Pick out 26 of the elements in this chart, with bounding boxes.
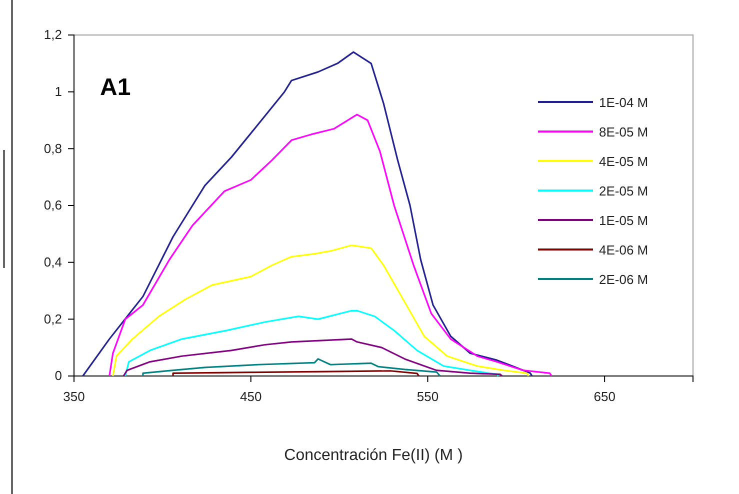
line-series [112,244,530,377]
y-tick-label: 0,4 [44,254,62,270]
y-tick-label: 1 [54,84,62,99]
x-tick-label: 550 [416,389,439,404]
line-series [82,51,533,377]
line-series [122,338,503,377]
x-tick-label: 350 [63,389,85,404]
x-tick-label: 650 [594,389,616,404]
y-tick-label: 0,2 [44,311,62,326]
y-tick-label: 1,2 [44,27,62,42]
y-tick-label: 0 [54,368,62,384]
y-tick-label: 0,8 [44,140,62,156]
x-axis-title: Concentración Fe(II) (M ) [284,447,463,464]
legend-label: 4E-06 M [599,242,648,258]
line-series [108,114,552,377]
legend-label: 2E-06 M [599,272,648,287]
legend-label: 2E-05 M [599,184,648,198]
x-tick-label: 450 [240,389,262,404]
line-series [124,310,500,377]
line-series [142,358,441,377]
legend-label: 8E-05 M [599,124,648,140]
y-tick-label: 0,6 [44,198,62,213]
legend-label: 1E-05 M [599,213,648,228]
legend-label: 4E-05 M [599,154,648,169]
annotation: A1 [100,74,131,101]
legend-label: 1E-04 M [599,95,648,110]
